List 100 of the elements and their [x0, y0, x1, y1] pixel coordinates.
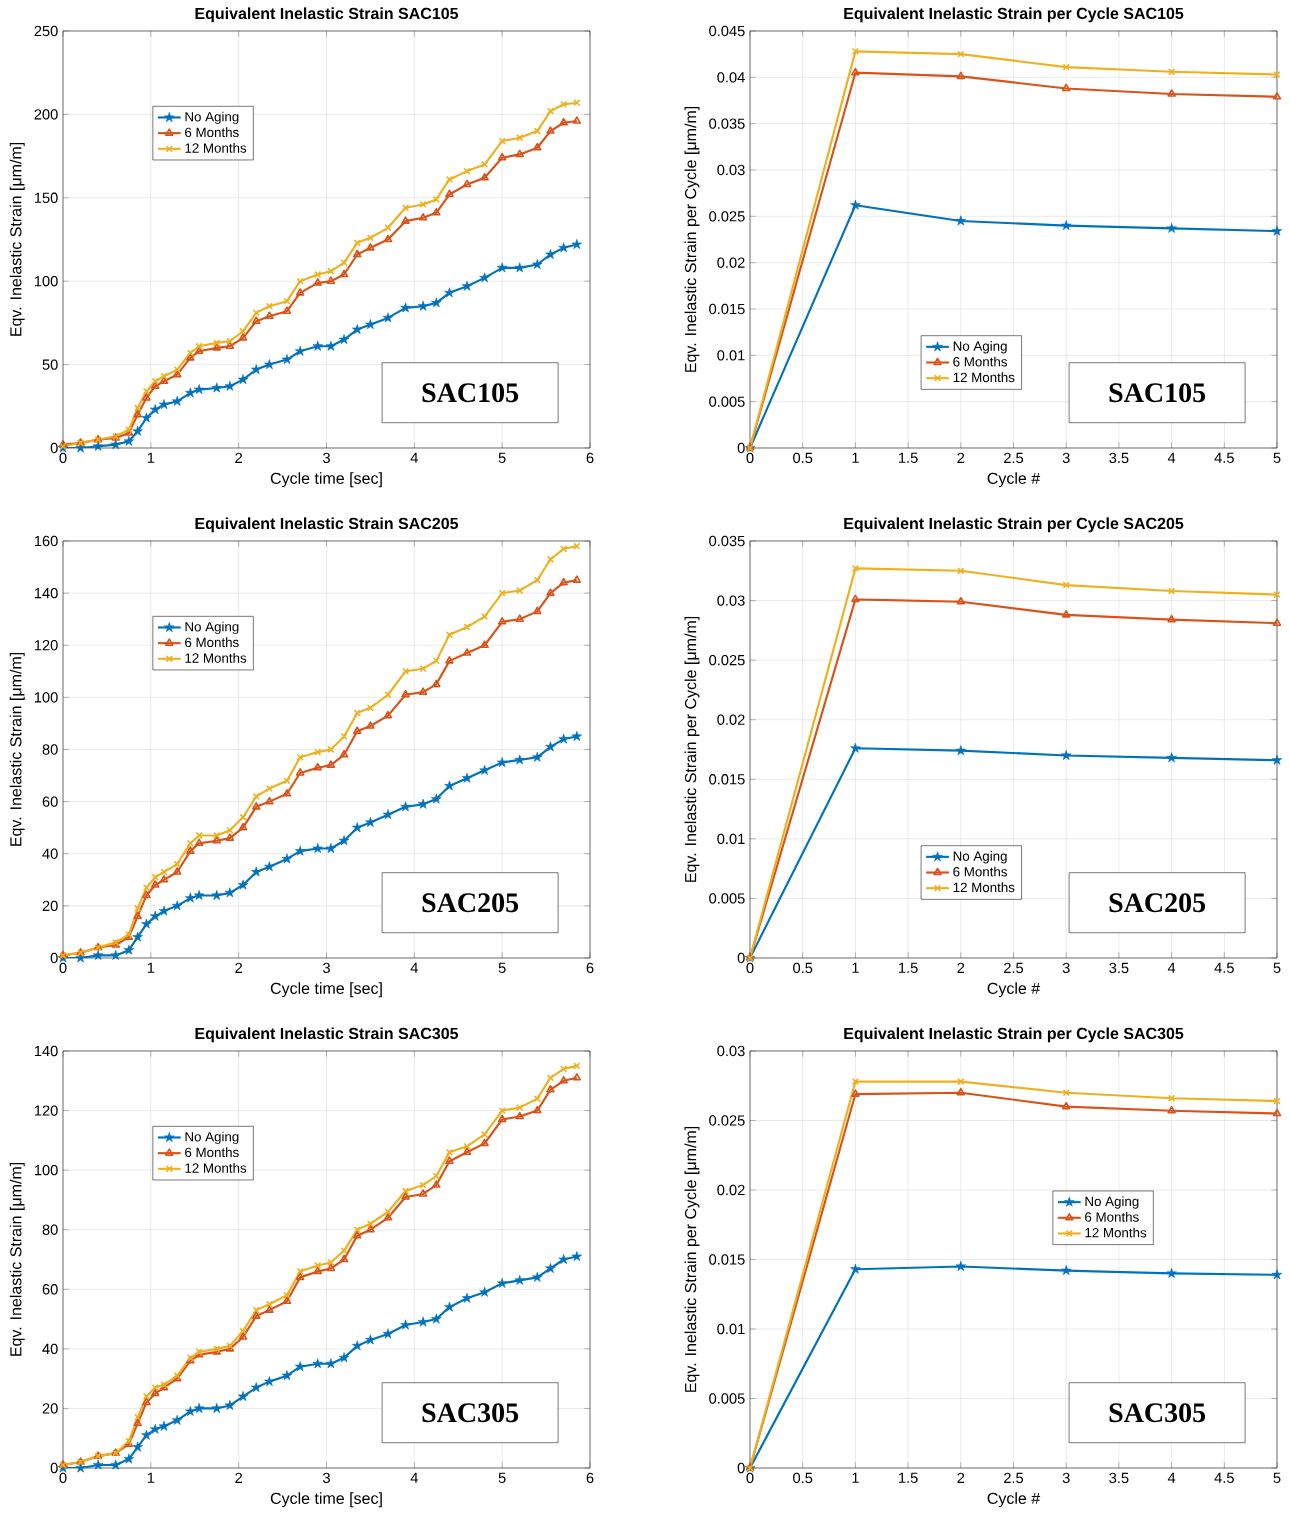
y-tick-label: 250 [34, 25, 58, 37]
y-tick-label: 0 [50, 952, 58, 964]
chart-title: Equivalent Inelastic Strain SAC305 [195, 1027, 459, 1043]
x-tick-label: 2 [235, 452, 243, 463]
x-tick-label: 5 [1273, 962, 1281, 973]
y-tick-label: 0.01 [717, 1323, 745, 1335]
y-tick-label: 150 [34, 192, 58, 203]
legend-label: No Aging [185, 1131, 239, 1145]
y-tick-label: 0.035 [709, 535, 745, 547]
x-tick-label: 0 [59, 1472, 67, 1484]
legend-label: No Aging [953, 851, 1007, 864]
x-tick-label: 4 [410, 962, 418, 973]
chart-title: Equivalent Inelastic Strain SAC205 [195, 517, 459, 533]
x-axis-title: Cycle # [987, 472, 1041, 488]
legend-label: 6 Months [953, 356, 1008, 367]
x-tick-label: 4 [410, 452, 418, 463]
x-tick-label: 1.5 [899, 452, 918, 463]
x-tick-label: 5 [1273, 1472, 1281, 1483]
x-tick-label: 3.5 [1109, 962, 1129, 974]
y-tick-label: 0.01 [717, 350, 745, 361]
x-tick-label: 0.5 [793, 1472, 813, 1484]
y-tick-label: 0.005 [709, 396, 745, 407]
y-tick-label: 60 [42, 796, 58, 807]
x-tick-label: 3 [1062, 1472, 1070, 1484]
annotation: SAC305 [422, 1403, 519, 1423]
y-axis-title: Eqv. Inelastic Strain [μm/m] [9, 652, 25, 846]
x-tick-label: 0 [59, 452, 67, 464]
y-tick-label: 0.03 [717, 164, 745, 176]
y-tick-label: 80 [42, 744, 58, 755]
y-tick-label: 0 [737, 952, 745, 964]
y-tick-label: 60 [42, 1284, 58, 1295]
x-tick-label: 2.5 [1004, 962, 1024, 974]
y-tick-label: 80 [42, 1224, 58, 1235]
x-tick-label: 1.5 [899, 1472, 918, 1483]
y-axis-title: Eqv. Inelastic Strain per Cycle [μm/m] [684, 1126, 700, 1392]
y-axis-title: Eqv. Inelastic Strain [μm/m] [9, 1162, 25, 1356]
chart-title: Equivalent Inelastic Strain SAC105 [195, 7, 459, 23]
legend-label: 12 Months [185, 142, 247, 153]
x-tick-label: 3 [322, 1472, 330, 1484]
y-tick-label: 0.03 [717, 1045, 745, 1057]
y-tick-label: 40 [42, 1343, 58, 1355]
x-tick-label: 4.5 [1214, 1472, 1234, 1483]
chart-title: Equivalent Inelastic Strain per Cycle SAC205 [844, 517, 1184, 533]
y-tick-label: 40 [42, 848, 58, 859]
y-axis-title: Eqv. Inelastic Strain per Cycle [μm/m] [684, 616, 700, 882]
legend-label: 12 Months [953, 882, 1015, 893]
y-tick-label: 0.035 [709, 118, 745, 129]
x-tick-label: 2 [235, 1472, 243, 1483]
x-axis-title: Cycle time [sec] [270, 982, 382, 998]
y-tick-label: 120 [34, 640, 58, 651]
y-tick-label: 0.015 [709, 774, 745, 785]
legend-label: 6 Months [953, 866, 1008, 877]
x-tick-label: 4 [410, 1472, 418, 1483]
x-tick-label: 5 [498, 1472, 506, 1483]
x-tick-label: 0.5 [793, 962, 813, 974]
y-tick-label: 0.03 [717, 595, 745, 606]
annotation: SAC305 [1109, 1403, 1206, 1423]
legend-label: No Aging [185, 621, 239, 635]
x-tick-label: 1 [852, 1472, 859, 1483]
legend-label: 12 Months [185, 1162, 247, 1173]
y-tick-label: 0.02 [717, 257, 745, 268]
legend-label: 6 Months [1085, 1211, 1139, 1222]
y-tick-label: 120 [34, 1105, 58, 1116]
x-tick-label: 4 [1167, 1472, 1176, 1483]
y-tick-label: 0.045 [709, 25, 745, 37]
x-tick-label: 0 [59, 962, 67, 974]
y-tick-label: 0 [737, 1462, 745, 1474]
y-tick-label: 50 [42, 359, 58, 370]
y-tick-label: 0.025 [709, 1115, 745, 1126]
y-tick-label: 140 [34, 1045, 58, 1057]
y-tick-label: 0.025 [709, 211, 745, 222]
y-tick-label: 100 [34, 276, 58, 287]
x-tick-label: 3 [1062, 962, 1070, 974]
x-tick-label: 3.5 [1109, 452, 1129, 464]
legend-label: 6 Months [185, 1147, 239, 1158]
chart-title: Equivalent Inelastic Strain per Cycle SAC305 [844, 1027, 1184, 1043]
y-tick-label: 0.02 [717, 1184, 745, 1196]
legend-label: 12 Months [185, 652, 247, 663]
x-tick-label: 6 [586, 962, 594, 974]
legend-label: No Aging [185, 111, 239, 125]
legend-label: 12 Months [953, 372, 1015, 383]
legend-label: 12 Months [1085, 1227, 1147, 1238]
annotation: SAC105 [1109, 383, 1206, 403]
y-tick-label: 100 [34, 1164, 58, 1176]
y-tick-label: 20 [42, 1403, 58, 1414]
x-tick-label: 3 [322, 962, 330, 974]
y-tick-label: 0 [737, 442, 745, 454]
y-tick-label: 0.025 [709, 654, 745, 666]
x-tick-label: 1 [147, 452, 155, 463]
x-tick-label: 0.5 [793, 452, 813, 464]
y-tick-label: 140 [34, 587, 58, 599]
x-axis-title: Cycle time [sec] [270, 1492, 382, 1508]
annotation: SAC205 [422, 893, 519, 913]
x-tick-label: 1 [852, 962, 859, 973]
chart-title: Equivalent Inelastic Strain per Cycle SAC105 [844, 7, 1184, 23]
x-tick-label: 4 [1167, 962, 1176, 973]
y-tick-label: 200 [34, 109, 58, 120]
y-tick-label: 0 [50, 442, 58, 454]
x-tick-label: 0 [746, 452, 754, 464]
y-tick-label: 160 [34, 535, 58, 547]
